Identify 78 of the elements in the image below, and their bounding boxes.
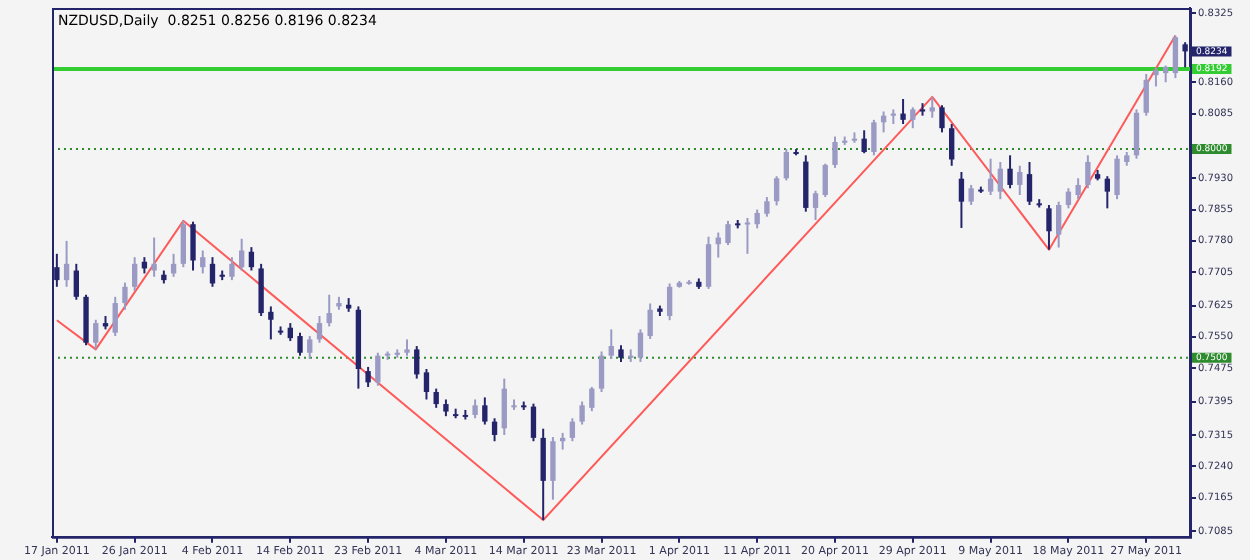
candlestick xyxy=(112,295,118,338)
candlestick xyxy=(540,427,546,522)
candlestick xyxy=(1026,161,1033,206)
candlestick xyxy=(939,104,945,134)
candlestick xyxy=(73,262,79,301)
candlestick xyxy=(1114,154,1120,201)
candlestick xyxy=(705,235,712,290)
candlestick xyxy=(589,385,595,413)
candlestick xyxy=(569,417,576,443)
candlestick xyxy=(822,162,828,199)
candlestick xyxy=(190,220,196,272)
candlestick xyxy=(1085,154,1091,190)
candlestick xyxy=(910,106,916,130)
candlestick xyxy=(229,256,235,282)
candlestick xyxy=(248,246,255,272)
candlestick xyxy=(647,302,653,340)
candlestick xyxy=(1172,34,1179,80)
candlestick xyxy=(608,328,614,360)
candlestick xyxy=(1104,175,1110,210)
candlestick xyxy=(238,237,245,272)
candlestick xyxy=(472,398,478,420)
candlestick xyxy=(949,123,955,167)
candlestick xyxy=(423,368,430,401)
candlestick xyxy=(929,95,935,119)
candlestick xyxy=(997,161,1004,201)
candlestick xyxy=(316,315,323,344)
candlestick xyxy=(637,328,644,363)
candlestick xyxy=(987,157,994,196)
candlestick xyxy=(326,293,332,328)
candlestick xyxy=(1056,200,1062,249)
candlestick xyxy=(900,97,906,126)
candlestick xyxy=(1143,72,1149,117)
candlestick xyxy=(365,365,371,388)
candlestick xyxy=(482,396,488,426)
candlestick xyxy=(958,171,965,229)
candlestick xyxy=(433,387,439,409)
candlestick xyxy=(83,293,89,347)
candlestick xyxy=(491,417,498,443)
candlestick xyxy=(832,135,838,169)
candlestick xyxy=(579,400,585,426)
candlestick xyxy=(530,402,537,443)
candlestick xyxy=(861,129,867,155)
candlestick xyxy=(1046,204,1052,251)
candlestick xyxy=(122,281,128,311)
candlestick xyxy=(268,305,274,341)
candlestick xyxy=(1133,108,1140,160)
candlestick xyxy=(550,436,556,501)
candlestick xyxy=(764,196,770,218)
candlestick xyxy=(258,262,264,318)
candlestick xyxy=(890,108,897,126)
candlestick xyxy=(744,216,751,255)
candlestick xyxy=(414,345,420,380)
candlestick xyxy=(783,148,790,182)
candlestick xyxy=(666,282,673,322)
candlestick xyxy=(200,249,206,275)
candlestick xyxy=(754,208,760,230)
candlestick xyxy=(63,239,70,288)
candlestick xyxy=(1017,164,1023,196)
candlestick xyxy=(501,377,507,436)
candlestick xyxy=(151,236,157,278)
candlestick xyxy=(598,350,605,393)
candlestick xyxy=(93,318,99,351)
candlestick xyxy=(1075,177,1081,201)
candlestick xyxy=(1153,66,1159,88)
candlestick xyxy=(725,219,731,247)
candlestick xyxy=(803,154,809,213)
candlestick xyxy=(871,118,877,157)
candlestick xyxy=(812,189,819,222)
candlestick xyxy=(132,256,138,292)
candlestick xyxy=(307,335,313,360)
candlestick xyxy=(209,256,216,288)
candlestick xyxy=(773,175,780,207)
candlestick xyxy=(1065,187,1072,210)
candlestick xyxy=(375,351,381,387)
candlestick xyxy=(968,183,974,206)
candlestick xyxy=(180,219,186,269)
candlestick xyxy=(1007,154,1013,190)
candlestick xyxy=(297,331,303,357)
